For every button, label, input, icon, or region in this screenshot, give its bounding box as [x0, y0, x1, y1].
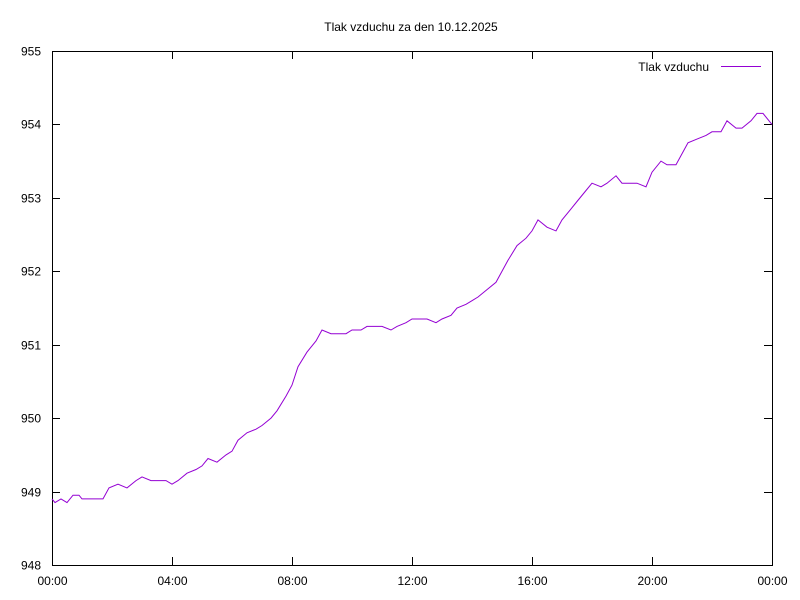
y-tick-label: 950	[21, 412, 41, 426]
series-layer	[51, 112, 773, 504]
x-tick-label: 20:00	[637, 574, 667, 588]
x-tick-label: 00:00	[37, 574, 67, 588]
y-tick-label: 953	[21, 192, 41, 206]
y-tick-label: 951	[21, 339, 41, 353]
x-tick-label: 12:00	[397, 574, 427, 588]
y-tick-label: 955	[21, 45, 41, 59]
x-tick-label: 08:00	[277, 574, 307, 588]
x-tick-label: 00:00	[757, 574, 787, 588]
y-tick-label: 948	[21, 559, 41, 573]
chart-title: Tlak vzduchu za den 10.12.2025	[324, 20, 498, 34]
y-tick-label: 954	[21, 118, 41, 132]
x-axis: 00:00 04:00 08:00 12:00 16:00 20:00 00:00	[37, 51, 788, 588]
legend: Tlak vzduchu	[638, 60, 761, 74]
y-tick-label: 949	[21, 486, 41, 500]
x-tick-label: 16:00	[517, 574, 547, 588]
legend-label: Tlak vzduchu	[638, 60, 709, 74]
y-axis: 948 949 950 951 952 953 954 955	[21, 45, 772, 573]
series-line	[51, 112, 773, 504]
x-tick-label: 04:00	[157, 574, 187, 588]
y-tick-label: 952	[21, 265, 41, 279]
